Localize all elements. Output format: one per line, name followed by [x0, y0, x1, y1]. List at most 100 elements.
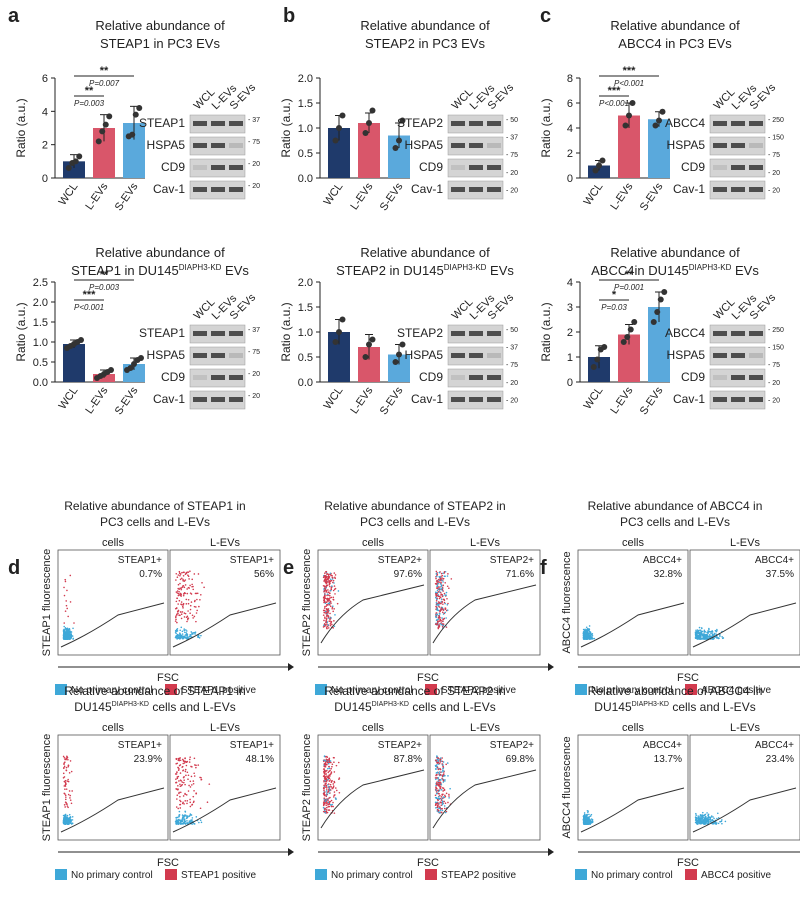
x-axis-label: FSC [677, 857, 699, 869]
gate-line [172, 787, 277, 833]
event-dot [176, 613, 178, 615]
event-dot [333, 572, 336, 574]
gate-panel-title: cells [362, 722, 385, 734]
event-dot [175, 628, 178, 631]
protein-label: Cav-1 [153, 182, 185, 196]
event-dot [176, 592, 179, 594]
chart-title: DU145DIAPH3-KD cells and L-EVs [594, 700, 755, 714]
event-dot [700, 637, 702, 640]
event-dot [713, 817, 715, 820]
event-dot [181, 603, 183, 606]
protein-label: HSPA5 [405, 348, 444, 362]
event-dot [182, 769, 185, 771]
event-dot [327, 589, 329, 591]
data-point [106, 113, 113, 120]
chart-title: Relative abundance of [610, 245, 740, 260]
p-value: P=0.007 [89, 79, 120, 88]
legend-swatch [575, 684, 587, 695]
protein-label: HSPA5 [147, 138, 186, 152]
event-dot [193, 605, 196, 608]
mw-marker: - 20 [768, 380, 780, 387]
event-dot [175, 615, 177, 618]
event-dot [332, 596, 335, 599]
event-dot [326, 623, 328, 625]
event-dot [64, 782, 67, 785]
gate-percentage: 87.8% [394, 754, 422, 765]
x-axis-label: FSC [417, 857, 439, 869]
event-dot [189, 612, 191, 615]
mw-marker: - 50 [506, 327, 518, 334]
x-tick-label: WCL [582, 385, 606, 412]
x-tick-label: WCL [582, 181, 606, 208]
event-dot [700, 814, 702, 816]
x-axis-label: FSC [157, 672, 179, 684]
chart-title: Relative abundance of [95, 18, 225, 33]
event-dot [711, 638, 714, 640]
event-dot [442, 584, 445, 587]
event-dot [70, 802, 73, 805]
event-dot [177, 759, 180, 761]
event-dot [175, 572, 178, 575]
event-dot [71, 635, 74, 637]
event-dot [192, 801, 195, 804]
event-dot [695, 636, 698, 639]
event-dot [186, 592, 189, 595]
event-dot [443, 789, 446, 791]
event-dot [65, 637, 68, 639]
blot-band [731, 121, 745, 126]
event-dot [179, 800, 182, 803]
gate-percentage: 37.5% [766, 569, 794, 580]
event-dot [440, 811, 443, 814]
event-dot [439, 576, 441, 579]
blot-band [749, 121, 763, 126]
event-dot [441, 763, 443, 765]
data-point [626, 112, 632, 119]
event-dot [67, 806, 69, 809]
arrow-head [548, 663, 554, 671]
y-tick-label: 1.5 [298, 302, 313, 314]
event-dot [322, 775, 325, 778]
event-dot [72, 638, 74, 640]
event-dot [435, 792, 438, 795]
blot-band [749, 187, 763, 192]
event-dot [189, 756, 191, 758]
y-tick-label: 0.5 [298, 352, 313, 364]
protein-label: CD9 [681, 370, 705, 384]
title-part: EVs [221, 263, 249, 278]
mw-marker: - 150 [768, 135, 784, 142]
event-dot [329, 769, 331, 772]
mw-marker: - 20 [768, 397, 780, 404]
event-dot [183, 616, 186, 618]
blot-band [469, 397, 483, 402]
event-dot [323, 789, 325, 792]
event-dot [65, 788, 68, 790]
event-dot [178, 570, 181, 573]
event-dot [327, 767, 329, 770]
legend-swatch [685, 684, 697, 695]
event-dot [439, 809, 442, 811]
event-dot [192, 780, 195, 782]
event-dot [583, 821, 586, 823]
event-dot [65, 604, 68, 607]
data-point [76, 153, 83, 160]
event-dot [697, 637, 699, 640]
event-dot [446, 762, 449, 764]
event-dot [589, 815, 591, 818]
blot-band [193, 397, 207, 402]
event-dot [181, 605, 184, 608]
chart-title: PC3 cells and L-EVs [360, 515, 470, 529]
event-dot [330, 785, 332, 788]
event-dot [189, 634, 191, 636]
event-dot [711, 819, 714, 822]
data-point [366, 341, 372, 348]
event-dot [63, 636, 66, 639]
event-dot [324, 776, 327, 778]
event-dot [69, 637, 72, 639]
event-dot [443, 601, 446, 604]
event-dot [325, 624, 327, 626]
event-dot [184, 584, 187, 586]
event-dot [590, 822, 592, 825]
event-dot [324, 589, 327, 591]
event-dot [719, 820, 721, 823]
